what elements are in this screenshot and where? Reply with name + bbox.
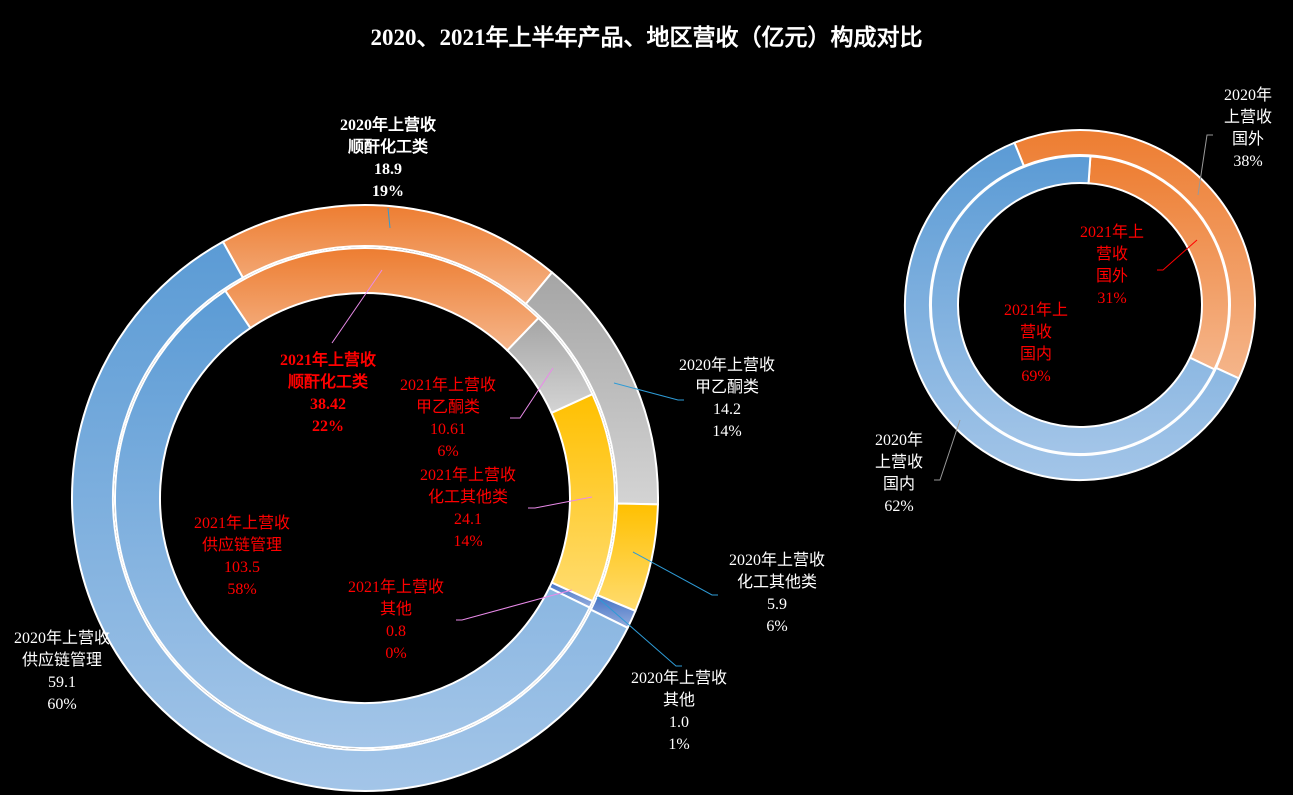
label-val: 10.61	[429, 421, 466, 438]
chart-title: 2020、2021年上半年产品、地区营收（亿元）构成对比	[370, 25, 923, 50]
label-pct: 14%	[453, 533, 483, 550]
leader-line	[1197, 134, 1213, 196]
data-label-0-1-3: 2021年上营收 其他 0.8 0%	[348, 577, 444, 665]
leader-line	[632, 551, 718, 596]
data-label-0-0-3: 2020年上营收 其他 1.0 1%	[631, 668, 727, 756]
label-val: 5.9	[766, 596, 787, 613]
label-pct: 31%	[1097, 290, 1127, 307]
label-cat: 其他	[662, 692, 696, 709]
data-label-1-0-1: 2020年上营收国内 62%	[871, 430, 927, 518]
label-cat: 供应链管理	[21, 652, 103, 669]
leader-line	[387, 207, 391, 229]
label-name: 2021年上营收	[1079, 224, 1144, 263]
label-val: 14.2	[712, 401, 741, 418]
label-name: 2021年上营收	[399, 377, 497, 394]
leader-line	[596, 596, 682, 667]
label-name: 2020年上营收	[1223, 87, 1272, 126]
label-cat: 供应链管理	[201, 537, 283, 554]
label-pct: 6%	[766, 618, 788, 635]
data-label-1-1-1: 2021年上营收国内 69%	[1002, 300, 1070, 388]
label-val: 0.8	[385, 623, 406, 640]
label-pct: 1%	[668, 736, 690, 753]
label-cat: 化工其他类	[736, 574, 818, 591]
data-label-0-1-4: 2021年上营收 供应链管理 103.5 58%	[194, 513, 290, 601]
label-pct: 60%	[47, 696, 77, 713]
label-pct: 19%	[371, 183, 404, 200]
label-pct: 6%	[437, 443, 459, 460]
label-pct: 38%	[1233, 153, 1263, 170]
label-name: 2020年上营收	[630, 670, 728, 687]
data-label-0-1-2: 2021年上营收 化工其他类 24.1 14%	[420, 465, 516, 553]
label-name: 2021年上营收	[279, 352, 377, 369]
label-cat: 国外	[1095, 268, 1128, 285]
label-pct: 22%	[311, 418, 344, 435]
label-val: 18.9	[373, 161, 402, 178]
label-name: 2020年上营收	[13, 630, 111, 647]
label-cat: 甲乙酮类	[694, 379, 760, 396]
data-label-0-1-0: 2021年上营收 顺酐化工类 38.42 22%	[280, 350, 376, 438]
leader-line	[510, 367, 554, 419]
leader-line	[613, 382, 684, 401]
label-val: 1.0	[668, 714, 689, 731]
data-label-0-0-4: 2020年上营收 供应链管理 59.1 60%	[14, 628, 110, 716]
leader-line	[528, 496, 593, 509]
label-cat: 甲乙酮类	[415, 399, 481, 416]
leader-line	[934, 419, 961, 481]
label-val: 59.1	[47, 674, 76, 691]
label-name: 2021年上营收	[347, 579, 445, 596]
label-pct: 0%	[385, 645, 407, 662]
slice-inner-1-1	[930, 155, 1216, 455]
label-cat: 顺酐化工类	[287, 374, 369, 391]
label-pct: 69%	[1021, 368, 1051, 385]
label-val: 24.1	[453, 511, 482, 528]
label-cat: 顺酐化工类	[347, 139, 429, 156]
label-pct: 62%	[884, 498, 914, 515]
label-cat: 国内	[882, 476, 915, 493]
label-name: 2020年上营收	[874, 432, 923, 471]
label-name: 2021年上营收	[419, 467, 517, 484]
leader-line	[456, 589, 573, 621]
data-label-0-0-2: 2020年上营收 化工其他类 5.9 6%	[729, 550, 825, 638]
data-label-0-1-1: 2021年上营收 甲乙酮类 10.61 6%	[400, 375, 496, 463]
label-name: 2020年上营收	[339, 117, 437, 134]
label-cat: 国内	[1019, 346, 1052, 363]
label-pct: 14%	[712, 423, 742, 440]
label-name: 2021年上营收	[193, 515, 291, 532]
label-name: 2020年上营收	[728, 552, 826, 569]
label-pct: 58%	[227, 581, 257, 598]
label-cat: 其他	[379, 601, 413, 618]
leader-line	[1157, 239, 1198, 271]
slice-outer-0-4	[71, 240, 629, 792]
leader-line	[331, 269, 383, 344]
label-name: 2021年上营收	[1003, 302, 1068, 341]
data-label-0-0-1: 2020年上营收 甲乙酮类 14.2 14%	[679, 355, 775, 443]
label-val: 38.42	[309, 396, 346, 413]
label-val: 103.5	[223, 559, 260, 576]
label-name: 2020年上营收	[678, 357, 776, 374]
slice-inner-0-4	[114, 289, 592, 749]
data-label-1-0-0: 2020年上营收国外 38%	[1220, 85, 1276, 173]
label-cat: 国外	[1231, 131, 1264, 148]
data-label-1-1-0: 2021年上营收国外 31%	[1078, 222, 1146, 310]
data-label-0-0-0: 2020年上营收 顺酐化工类 18.9 19%	[340, 115, 436, 203]
label-cat: 化工其他类	[427, 489, 509, 506]
